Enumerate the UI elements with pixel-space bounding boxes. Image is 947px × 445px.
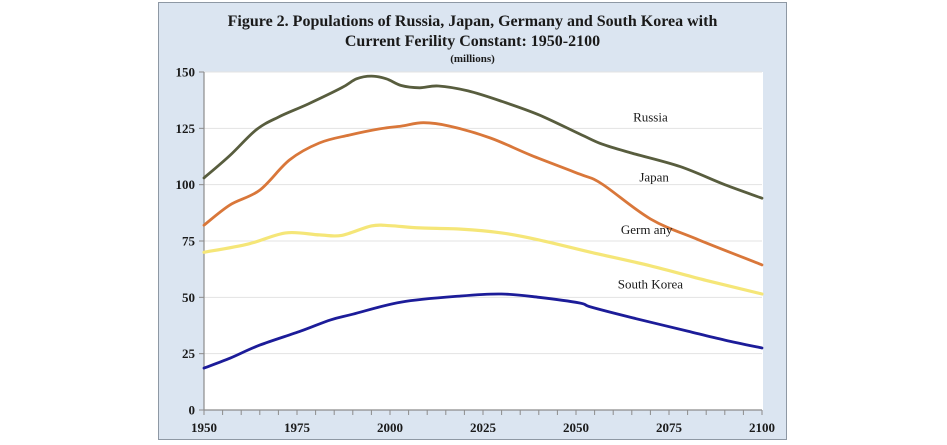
x-tick-label: 2075 xyxy=(656,420,683,435)
series-line-germany xyxy=(202,223,764,296)
x-tick-label: 2025 xyxy=(470,420,497,435)
chart-subtitle: (millions) xyxy=(450,53,495,65)
y-tick-label: 150 xyxy=(176,65,196,80)
y-tick-label: 100 xyxy=(176,177,196,192)
series-label-germany: Germ any xyxy=(621,222,673,237)
axes: 0 25 50 75 100 125 150 1950 1975 2000 2025 2050 2075… xyxy=(176,65,776,436)
chart-title-line-2: Current Ferility Constant: 1950-2100 xyxy=(344,33,601,50)
x-tick-label: 2050 xyxy=(563,420,589,435)
chart-title: Figure 2. Populations of Russia, Japan, … xyxy=(227,13,718,30)
x-tick-label: 1950 xyxy=(191,420,217,435)
series-labels: Russia Japan Germ any South Korea xyxy=(618,110,684,292)
series-label-japan: Japan xyxy=(639,169,669,184)
x-tick-label: 2100 xyxy=(749,420,775,435)
series-label-south-korea: South Korea xyxy=(618,276,684,291)
x-tick-label: 1975 xyxy=(284,420,311,435)
series-line-russia xyxy=(202,74,764,200)
y-tick-label: 75 xyxy=(182,234,196,249)
series-line-south-korea xyxy=(202,292,764,370)
gridlines xyxy=(204,71,762,355)
y-tick-label: 0 xyxy=(189,403,196,418)
series-line-japan xyxy=(202,121,764,267)
series-lines xyxy=(202,74,764,370)
series-label-russia: Russia xyxy=(633,110,668,125)
x-tick-label: 2000 xyxy=(377,420,403,435)
y-tick-label: 125 xyxy=(176,121,196,136)
y-tick-label: 50 xyxy=(182,290,195,305)
y-tick-label: 25 xyxy=(182,346,196,361)
